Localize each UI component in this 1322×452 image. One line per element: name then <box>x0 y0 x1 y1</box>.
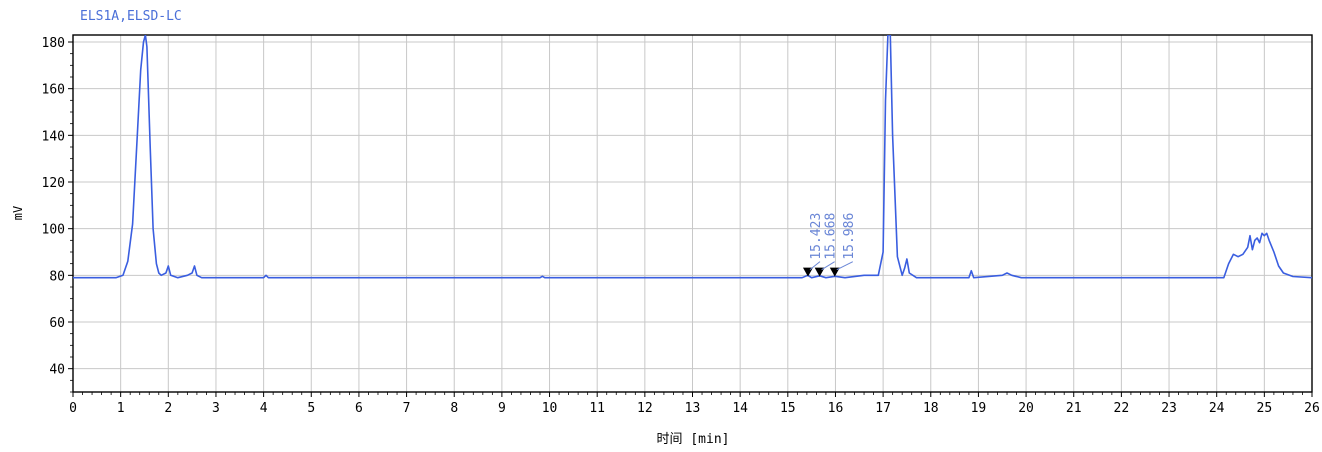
x-tick-label: 6 <box>355 401 363 416</box>
chart-title: ELS1A,ELSD-LC <box>80 9 182 24</box>
x-tick-label: 24 <box>1209 401 1225 416</box>
x-tick-label: 14 <box>732 401 748 416</box>
y-tick-label: 40 <box>49 363 65 378</box>
x-tick-label: 26 <box>1304 401 1320 416</box>
x-tick-label: 5 <box>307 401 315 416</box>
series-layer <box>73 35 1312 279</box>
x-tick-label: 20 <box>1018 401 1034 416</box>
x-tick-label: 9 <box>498 401 506 416</box>
y-axis-label: mV <box>11 206 25 220</box>
series-line <box>73 35 1312 279</box>
peak-leader-line <box>836 261 854 271</box>
x-tick-label: 17 <box>875 401 891 416</box>
y-tick-label: 120 <box>42 176 65 191</box>
x-tick-label: 12 <box>637 401 653 416</box>
x-tick-label: 1 <box>117 401 125 416</box>
x-tick-label: 18 <box>923 401 939 416</box>
peak-label: 15.986 <box>842 213 857 260</box>
x-axis-label: 时间 [min] <box>657 432 730 447</box>
peak-leader-line <box>809 261 821 271</box>
y-tick-label: 60 <box>49 316 65 331</box>
x-tick-label: 13 <box>685 401 701 416</box>
y-tick-label: 160 <box>42 83 65 98</box>
y-tick-label: 180 <box>42 36 65 51</box>
x-tick-label: 16 <box>828 401 844 416</box>
x-tick-label: 7 <box>403 401 411 416</box>
grid-layer <box>73 35 1312 392</box>
x-tick-label: 4 <box>260 401 268 416</box>
peak-leader-line <box>821 261 835 271</box>
peak-marker <box>802 267 813 277</box>
y-tick-label: 80 <box>49 269 65 284</box>
tick-layer: 0 1 2 3 4 5 6 7 8 9 10 11 12 13 14 15 16 17 18 19 20 21 22 23 24… <box>42 36 1320 416</box>
x-tick-label: 15 <box>780 401 796 416</box>
x-tick-label: 22 <box>1114 401 1130 416</box>
x-tick-label: 23 <box>1161 401 1177 416</box>
x-tick-label: 25 <box>1257 401 1273 416</box>
x-tick-label: 21 <box>1066 401 1082 416</box>
x-tick-label: 8 <box>450 401 458 416</box>
peak-label: 15.668 <box>824 213 839 260</box>
x-tick-label: 0 <box>69 401 77 416</box>
y-tick-label: 100 <box>42 223 65 238</box>
x-tick-label: 3 <box>212 401 220 416</box>
x-tick-label: 19 <box>971 401 987 416</box>
annotation-layer: 15.423 15.668 15.986 <box>802 213 857 277</box>
peak-label: 15.423 <box>809 213 824 260</box>
y-tick-label: 140 <box>42 129 65 144</box>
x-tick-label: 11 <box>589 401 605 416</box>
x-tick-label: 2 <box>164 401 172 416</box>
x-tick-label: 10 <box>542 401 558 416</box>
